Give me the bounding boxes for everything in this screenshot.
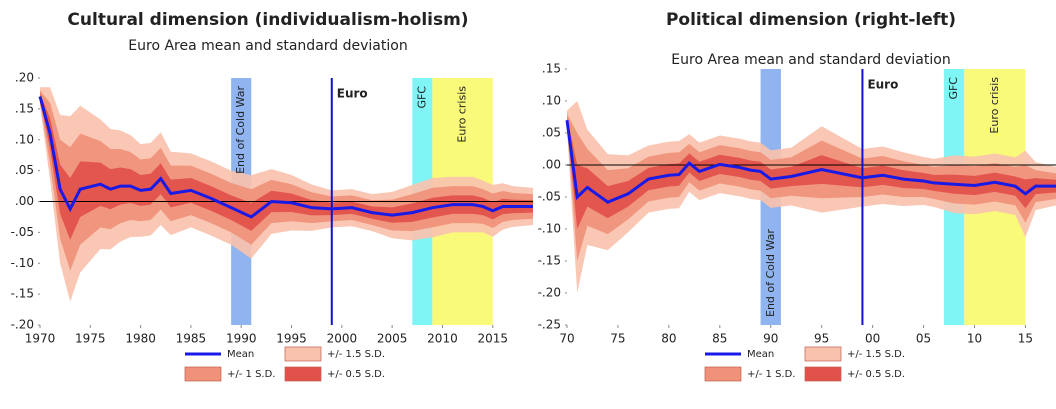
y-tick-label: .15 xyxy=(15,101,34,115)
x-tick-label: 00 xyxy=(865,332,880,346)
legend-swatch xyxy=(284,366,322,382)
x-tick-label: 1990 xyxy=(226,332,257,346)
x-tick-label: 1995 xyxy=(276,332,307,346)
sd-band xyxy=(567,113,1056,261)
chart-title: Political dimension (right-left) xyxy=(666,10,956,30)
y-tick-label: -.20 xyxy=(11,318,34,332)
y-tick-label: .00 xyxy=(542,158,561,172)
x-tick-label: 05 xyxy=(916,332,931,346)
y-tick-label: -.10 xyxy=(11,256,34,270)
legend-swatch xyxy=(704,366,742,382)
x-tick-label: 85 xyxy=(712,332,727,346)
period-label: End of Cold War xyxy=(234,86,247,174)
x-tick-label: 15 xyxy=(1018,332,1033,346)
y-tick-label: .00 xyxy=(15,194,34,208)
x-tick-label: 1975 xyxy=(75,332,106,346)
x-tick-label: 75 xyxy=(610,332,625,346)
legend-swatch xyxy=(284,346,322,362)
x-tick-label: 80 xyxy=(661,332,676,346)
x-tick-label: 2010 xyxy=(427,332,458,346)
x-tick-label: 70 xyxy=(559,332,574,346)
legend-swatch xyxy=(184,366,222,382)
chart-subtitle: Euro Area mean and standard deviation xyxy=(128,38,407,54)
legend-swatch xyxy=(804,366,842,382)
period-label: Euro crisis xyxy=(456,86,469,143)
legend-swatch xyxy=(804,346,842,362)
chart-subtitle: Euro Area mean and standard deviation xyxy=(671,52,950,68)
period-label: End of Cold War xyxy=(764,229,777,317)
y-tick-label: -.05 xyxy=(538,190,561,204)
mean-line xyxy=(38,96,533,219)
period-label: GFC xyxy=(947,77,960,100)
sd-band xyxy=(40,93,533,240)
legend-label: +/- 0.5 S.D. xyxy=(327,369,385,380)
event-label: Euro xyxy=(867,78,898,92)
y-tick-label: .05 xyxy=(15,163,34,177)
event-label: Euro xyxy=(337,87,368,101)
y-tick-label: -.20 xyxy=(538,286,561,300)
legend-label: Mean xyxy=(747,349,774,360)
plot xyxy=(38,78,533,325)
legend-label: +/- 0.5 S.D. xyxy=(847,369,905,380)
legend-label: +/- 1 S.D. xyxy=(747,369,795,380)
x-tick-label: 90 xyxy=(763,332,778,346)
y-tick-label: .05 xyxy=(542,126,561,140)
legend-label: +/- 1.5 S.D. xyxy=(327,349,385,360)
period-label: Euro crisis xyxy=(988,77,1001,134)
legend-label: Mean xyxy=(227,349,254,360)
y-tick-label: -.25 xyxy=(538,318,561,332)
legend-label: +/- 1.5 S.D. xyxy=(847,349,905,360)
y-tick-label: -.15 xyxy=(538,254,561,268)
mean-line xyxy=(565,120,1056,204)
x-tick-label: 2015 xyxy=(477,332,508,346)
y-tick-label: -.05 xyxy=(11,225,34,239)
y-tick-label: -.10 xyxy=(538,222,561,236)
sd-band xyxy=(40,90,533,271)
y-tick-label: .10 xyxy=(15,132,34,146)
x-tick-label: 1985 xyxy=(176,332,207,346)
x-tick-label: 10 xyxy=(967,332,982,346)
x-tick-label: 95 xyxy=(814,332,829,346)
y-tick-label: .10 xyxy=(542,94,561,108)
x-tick-label: 2005 xyxy=(377,332,408,346)
x-tick-label: 2000 xyxy=(327,332,358,346)
x-tick-label: 1980 xyxy=(125,332,156,346)
y-tick-label: -.15 xyxy=(11,287,34,301)
period-label: GFC xyxy=(415,86,428,109)
plot xyxy=(565,69,1056,325)
y-tick-label: .15 xyxy=(542,62,561,76)
chart-title: Cultural dimension (individualism-holism… xyxy=(67,10,468,30)
legend-label: +/- 1 S.D. xyxy=(227,369,275,380)
y-tick-label: .20 xyxy=(15,71,34,85)
x-tick-label: 1970 xyxy=(25,332,56,346)
